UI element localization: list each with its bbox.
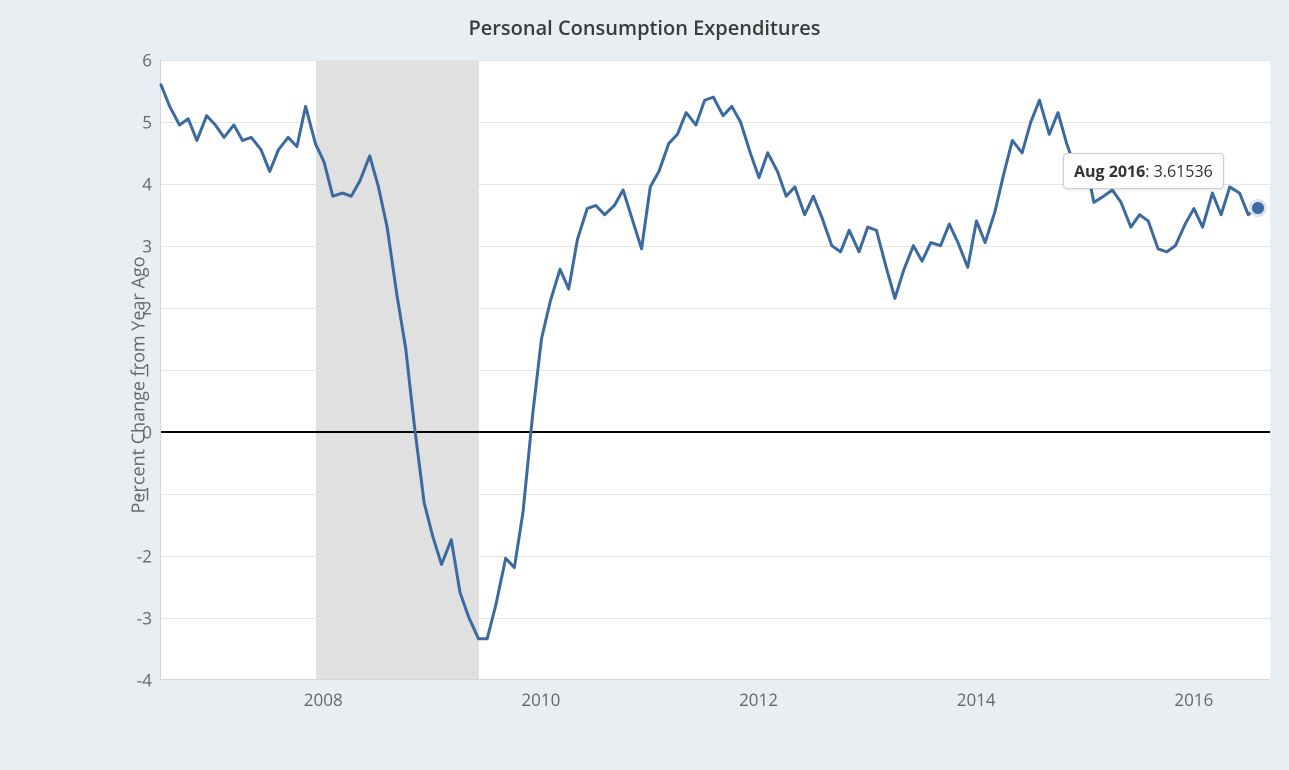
end-point-marker[interactable] (1249, 199, 1267, 217)
plot-wrapper: Aug 2016: 3.61536 -4-3-2-10123456 200820… (110, 60, 1270, 720)
y-tick-label: 4 (112, 173, 152, 196)
x-tick-label: 2008 (304, 688, 343, 711)
y-tick-label: 3 (112, 235, 152, 258)
tooltip-label: Aug 2016 (1074, 160, 1145, 182)
plot-area[interactable]: Aug 2016: 3.61536 (160, 60, 1270, 680)
y-tick-label: -1 (112, 483, 152, 506)
y-tick-label: -4 (112, 669, 152, 692)
x-tick-label: 2010 (521, 688, 560, 711)
y-tick-label: 6 (112, 49, 152, 72)
x-tick-label: 2016 (1174, 688, 1213, 711)
y-tick-label: 1 (112, 359, 152, 382)
y-tick-label: 5 (112, 111, 152, 134)
chart-title: Personal Consumption Expenditures (0, 14, 1289, 41)
tooltip-sep: : (1145, 160, 1153, 182)
tooltip-value: 3.61536 (1154, 160, 1213, 182)
y-tick-label: 0 (112, 421, 152, 444)
y-tick-label: -2 (112, 545, 152, 568)
chart-container: Personal Consumption Expenditures Percen… (0, 0, 1289, 770)
tooltip: Aug 2016: 3.61536 (1063, 153, 1224, 189)
x-tick-label: 2014 (957, 688, 996, 711)
y-tick-label: -3 (112, 607, 152, 630)
y-tick-label: 2 (112, 297, 152, 320)
x-tick-label: 2012 (739, 688, 778, 711)
